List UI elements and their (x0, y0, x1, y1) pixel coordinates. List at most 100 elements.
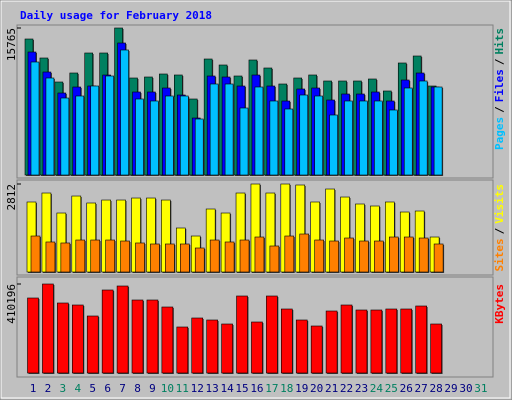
bar (30, 235, 41, 273)
bar (27, 297, 39, 374)
bar (355, 309, 368, 374)
bar (295, 319, 308, 374)
bar (281, 308, 293, 374)
x-tick-label: 9 (149, 382, 156, 395)
legend-entry: KBytes (493, 284, 506, 324)
x-tick-label: 29 (444, 382, 457, 395)
bar (120, 240, 130, 273)
bar (194, 118, 204, 176)
x-tick-label: 28 (429, 382, 442, 395)
bar (284, 235, 295, 273)
bar (236, 295, 248, 374)
bar (75, 239, 86, 273)
legend-separator: / (493, 106, 506, 113)
bar (269, 100, 279, 176)
bar (42, 283, 54, 374)
bar (90, 85, 100, 176)
bar (266, 295, 278, 374)
bar (57, 302, 69, 374)
bar (209, 239, 220, 273)
y-tick-label: 2812 (5, 184, 18, 211)
bar (86, 315, 99, 374)
bar (359, 100, 368, 176)
bar (180, 95, 189, 176)
bar (135, 242, 145, 273)
x-tick-label: 26 (400, 382, 413, 395)
bar (370, 309, 383, 374)
bar (150, 100, 159, 176)
x-tick-label: 3 (60, 382, 67, 395)
bar (150, 243, 160, 273)
x-tick-label: 14 (220, 382, 234, 395)
bar (400, 308, 413, 374)
bar (75, 95, 85, 176)
x-tick-label: 25 (385, 382, 398, 395)
legend: Sites / Visits (493, 184, 506, 272)
x-tick-label: 27 (415, 382, 428, 395)
bar (221, 323, 233, 374)
bar (209, 83, 219, 176)
bar (161, 306, 174, 374)
legend: KBytes (493, 284, 506, 324)
bar (176, 326, 189, 374)
bar (385, 308, 398, 374)
bar (71, 304, 84, 374)
bar (30, 61, 40, 176)
legend-entry: Sites (493, 238, 506, 271)
bar (224, 241, 235, 273)
bar (269, 245, 280, 273)
x-tick-label: 2 (45, 382, 52, 395)
x-tick-label: 13 (206, 382, 219, 395)
bar (433, 243, 444, 273)
bar (374, 100, 383, 176)
legend-entry: Files (493, 69, 506, 102)
bar (389, 236, 399, 273)
bar (116, 285, 129, 374)
bar (340, 304, 353, 374)
bar (45, 241, 56, 273)
bar (206, 319, 218, 374)
bar (430, 323, 442, 374)
bar (299, 94, 309, 176)
bar (403, 87, 413, 176)
bar (403, 236, 414, 273)
x-tick-label: 8 (134, 382, 141, 395)
bar (165, 95, 174, 176)
bar (191, 317, 204, 374)
legend-entry: Pages (493, 117, 506, 150)
x-tick-label: 18 (280, 382, 293, 395)
x-tick-label: 20 (310, 382, 323, 395)
bar (60, 97, 70, 176)
bar (165, 243, 175, 273)
bar (146, 299, 159, 374)
bar (120, 49, 129, 176)
bar (374, 240, 384, 273)
x-tick-label: 5 (89, 382, 96, 395)
bar (90, 239, 101, 273)
x-tick-label: 1 (30, 382, 37, 395)
x-tick-label: 22 (340, 382, 353, 395)
bar (314, 95, 323, 176)
x-tick-label: 17 (265, 382, 278, 395)
bar (239, 107, 249, 176)
x-tick-label: 24 (370, 382, 384, 395)
bar (433, 86, 443, 176)
bar (329, 240, 339, 273)
bar (418, 237, 429, 273)
bar (284, 108, 294, 176)
bar (314, 239, 324, 273)
bar (239, 239, 250, 273)
bar (135, 98, 144, 176)
x-tick-label: 4 (74, 382, 81, 395)
x-tick-label: 19 (295, 382, 308, 395)
bar (299, 233, 310, 273)
bar (101, 289, 114, 374)
x-tick-label: 10 (161, 382, 174, 395)
bar (60, 242, 71, 273)
x-tick-label: 23 (355, 382, 368, 395)
legend-entry: Visits (493, 184, 506, 224)
legend-separator: / (493, 58, 506, 65)
bar (325, 310, 338, 374)
